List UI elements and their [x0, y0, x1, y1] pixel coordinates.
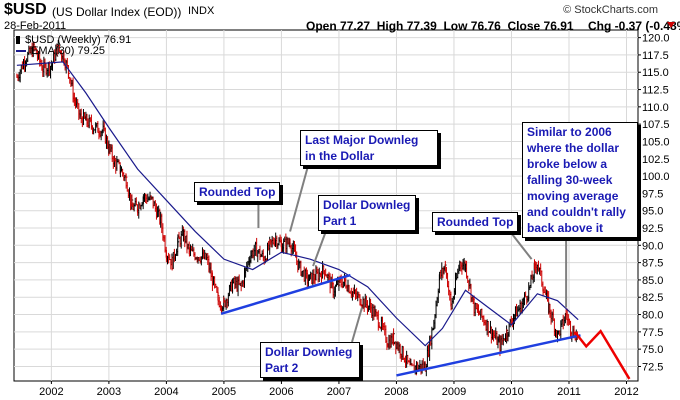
chg-label: Chg [588, 19, 612, 33]
callout-similar-to-2006: Similar to 2006 where the dollar broke b… [522, 122, 638, 238]
callout-line: moving average [527, 189, 619, 203]
y-tick-label: 72.5 [642, 361, 663, 373]
legend-ema: EMA(30) 79.25 [16, 45, 105, 57]
callout-line: Rounded Top [437, 215, 514, 229]
y-tick-label: 120.0 [642, 33, 670, 45]
callout-line: falling 30-week [527, 173, 613, 187]
date-label: 28-Feb-2011 [4, 20, 67, 32]
change-readout: Chg -0.37 (-0.48%) [588, 19, 680, 33]
y-tick-label: 87.5 [642, 258, 663, 270]
legend-ema-swatch [16, 50, 26, 53]
ticker-description: (US Dollar Index (EOD)) [52, 5, 182, 19]
callout-line: broke below a [527, 157, 608, 171]
callout-rounded-top-2005: Rounded Top [194, 182, 281, 202]
x-tick-label: 2007 [327, 386, 351, 398]
legend-ema-label: EMA(30) 79.25 [31, 45, 106, 57]
y-tick-label: 112.5 [642, 85, 669, 97]
stockcharts-watermark: © StockCharts.com [563, 4, 658, 16]
callout-line: Dollar Downleg [323, 198, 411, 212]
high-value: 77.39 [406, 19, 437, 33]
y-tick-label: 117.5 [642, 50, 669, 62]
y-tick-label: 85.0 [642, 275, 663, 287]
x-tick-label: 2002 [39, 386, 63, 398]
support-trendline [220, 273, 351, 316]
y-tick-label: 77.5 [642, 327, 663, 339]
support-trendline [396, 334, 581, 377]
x-tick-label: 2004 [154, 386, 178, 398]
down-arrow-icon [667, 22, 675, 28]
y-tick-label: 107.5 [642, 119, 670, 131]
exchange-label: INDX [188, 5, 215, 17]
x-tick-label: 2008 [384, 386, 408, 398]
x-tick-label: 2006 [269, 386, 293, 398]
y-tick-label: 90.0 [642, 240, 663, 252]
y-tick-label: 115.0 [642, 67, 669, 79]
low-label: Low [443, 19, 468, 33]
callout-line: back above it [527, 221, 604, 235]
projection-line [573, 329, 631, 380]
low-value: 76.76 [470, 19, 501, 33]
y-tick-label: 105.0 [642, 136, 670, 148]
y-tick-label: 95.0 [642, 206, 663, 218]
y-tick-label: 92.5 [642, 223, 663, 235]
ema-line [16, 61, 579, 347]
callout-line: Similar to 2006 [527, 125, 612, 139]
x-tick-label: 2010 [499, 386, 523, 398]
y-tick-label: 80.0 [642, 310, 663, 322]
close-label: Close [507, 19, 541, 33]
y-tick-label: 100.0 [642, 171, 670, 183]
callout-pointer [351, 307, 363, 343]
callout-pointer [312, 230, 327, 267]
ticker-symbol: $USD [4, 1, 47, 18]
callout-line: where the dollar [527, 141, 620, 155]
callout-line: in the Dollar [305, 149, 375, 163]
legend-price-swatch [16, 36, 20, 45]
quote-readout: Open 77.27 High 77.39 Low 76.76 Close 76… [306, 19, 574, 33]
close-value: 76.91 [543, 19, 574, 33]
callout-line: and couldn't rally [527, 205, 626, 219]
x-tick-label: 2009 [442, 386, 466, 398]
callout-pointer [289, 165, 309, 232]
callout-rounded-top-2010: Rounded Top [432, 212, 519, 232]
callout-line: Last Major Downleg [305, 133, 419, 147]
y-tick-label: 97.5 [642, 188, 663, 200]
legend-price: $USD (Weekly) 76.91 [16, 34, 131, 46]
callout-line: Part 1 [323, 214, 357, 228]
y-tick-label: 82.5 [642, 292, 663, 304]
x-tick-label: 2012 [614, 386, 638, 398]
open-value: 77.27 [340, 19, 371, 33]
legend-price-label: $USD (Weekly) 76.91 [25, 34, 132, 46]
callout-line: Rounded Top [199, 185, 276, 199]
x-tick-label: 2011 [557, 386, 581, 398]
y-tick-label: 75.0 [642, 344, 663, 356]
callout-line: Part 2 [265, 361, 299, 375]
x-tick-label: 2005 [212, 386, 236, 398]
y-tick-label: 110.0 [642, 102, 669, 114]
x-tick-label: 2003 [97, 386, 121, 398]
callout-dollar-downleg-part2: Dollar Downleg Part 2 [260, 342, 360, 378]
open-label: Open [306, 19, 337, 33]
callout-dollar-downleg-part1: Dollar Downleg Part 1 [318, 195, 416, 231]
callout-pointer [509, 231, 533, 260]
high-label: High [376, 19, 404, 33]
callout-last-major-downleg: Last Major Downleg in the Dollar [300, 130, 438, 166]
y-tick-label: 102.5 [642, 154, 670, 166]
callout-line: Dollar Downleg [265, 345, 353, 359]
chg-value: -0.37 (-0.48%) [614, 19, 680, 33]
